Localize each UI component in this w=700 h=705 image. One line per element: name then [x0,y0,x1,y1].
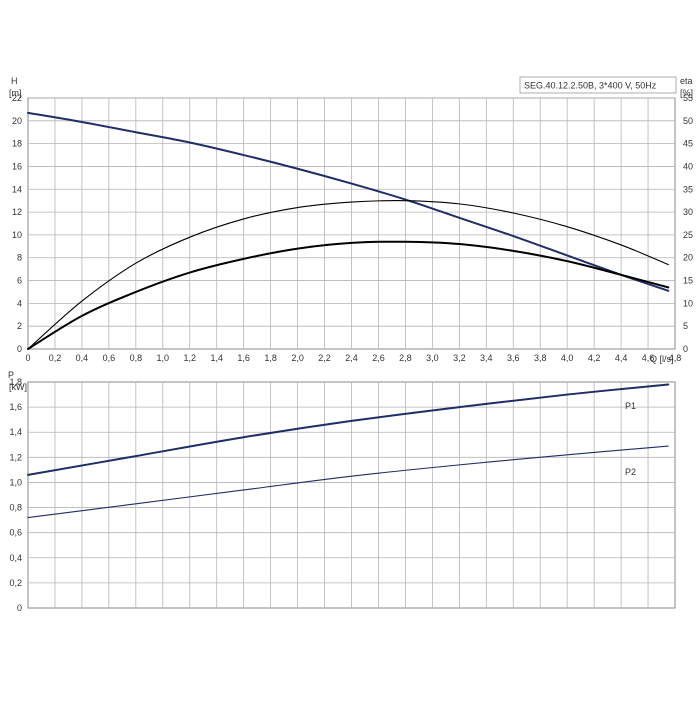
y-tick-label-head: 14 [12,184,22,194]
y2-tick-label-eta: 20 [683,253,693,263]
x-tick-label: 2,2 [318,353,331,363]
y-tick-label-head: 10 [12,230,22,240]
y2-tick-label-eta: 10 [683,298,693,308]
head-efficiency-curves [27,111,670,350]
head-curve [27,111,670,292]
y2-tick-label-eta: 5 [683,321,688,331]
x-tick-label: 1,2 [183,353,196,363]
y-axis-unit-power: [kW] [9,382,27,392]
p2-curve [27,445,669,519]
y2-tick-label-eta: 30 [683,207,693,217]
x-axis-title: Q [l/s] [650,354,674,364]
x-tick-label: 1,0 [157,353,170,363]
y2-tick-label-eta: 0 [683,344,688,354]
x-tick-label: 3,2 [453,353,466,363]
y-tick-label-power: 1,8 [9,377,22,387]
y2-tick-label-eta: 50 [683,116,693,126]
y-tick-label-power: 1,2 [9,452,22,462]
title-box [519,76,677,94]
y2-tick-label-eta: 35 [683,184,693,194]
x-tick-label: 3,8 [534,353,547,363]
y-tick-label-head: 0 [17,344,22,354]
y-axis-unit-head: [m] [9,88,22,98]
x-tick-label: 0,2 [49,353,62,363]
total-efficiency-curve [27,240,670,350]
y2-tick-label-eta: 40 [683,161,693,171]
y-tick-label-head: 16 [12,161,22,171]
power-axes: 0 0,2 0,4 0,6 0,8 1,0 1,2 1,4 1,6 1,8 [9,377,22,613]
y-tick-label-power: 0,2 [9,578,22,588]
power-curves [27,383,670,519]
y2-tick-label-eta: 15 [683,276,693,286]
x-tick-label: 2,8 [399,353,412,363]
legend-p1: P1 [625,401,636,411]
y-tick-label-head: 18 [12,139,22,149]
x-tick-label: 3,6 [507,353,520,363]
x-tick-label: 1,6 [237,353,250,363]
y2-tick-label-eta: 45 [683,139,693,149]
x-tick-label: 3,4 [480,353,493,363]
x-tick-label: 4,2 [588,353,601,363]
y-tick-label-power: 1,0 [9,477,22,487]
head-efficiency-grid [28,97,675,349]
y-tick-label-head: 22 [12,93,22,103]
x-tick-label: 0,6 [103,353,116,363]
y-tick-label-head: 6 [17,276,22,286]
head-efficiency-axes: 0 0,2 0,4 0,6 0,8 1,0 1,2 1,4 1,6 1,8 2,0 2,2 2,4 2,6… [12,93,693,363]
chart-title: SEG.40.12.2.50B, 3*400 V, 50Hz [524,81,657,91]
p1-curve [27,383,670,476]
y-tick-label-head: 8 [17,253,22,263]
y-tick-label-head: 2 [17,321,22,331]
x-tick-label: 0,8 [130,353,143,363]
x-tick-label: 2,6 [372,353,385,363]
x-tick-label: 4,4 [615,353,628,363]
x-tick-label: 1,8 [264,353,277,363]
y2-axis-title-eta: eta [680,76,693,86]
y-tick-label-power: 0,6 [9,528,22,538]
y-tick-label-head: 12 [12,207,22,217]
y2-tick-label-eta: 25 [683,230,693,240]
y-tick-label-power: 1,4 [9,427,22,437]
y-tick-label-power: 0,8 [9,503,22,513]
y-axis-title-power: P [8,370,14,380]
y-tick-label-head: 20 [12,116,22,126]
x-tick-label: 2,4 [345,353,358,363]
y-tick-label-power: 0,4 [9,553,22,563]
y2-axis-unit-eta: [%] [680,88,693,98]
x-tick-label: 3,0 [426,353,439,363]
x-tick-label: 2,0 [291,353,304,363]
y-tick-label-head: 4 [17,298,22,308]
y-tick-label-power: 0 [17,603,22,613]
x-tick-label: 0 [25,353,30,363]
x-tick-label: 4,0 [561,353,574,363]
x-tick-label: 4,6 [642,353,655,363]
power-grid [28,382,675,608]
y-tick-label-power: 1,6 [9,402,22,412]
legend-p2: P2 [625,467,636,477]
efficiency-curve [27,200,669,350]
y2-tick-label-eta: 55 [683,93,693,103]
y-axis-title-head: H [11,76,18,86]
x-tick-label: 4,8 [669,353,682,363]
x-tick-label: 0,4 [76,353,89,363]
x-tick-label: 1,4 [210,353,223,363]
